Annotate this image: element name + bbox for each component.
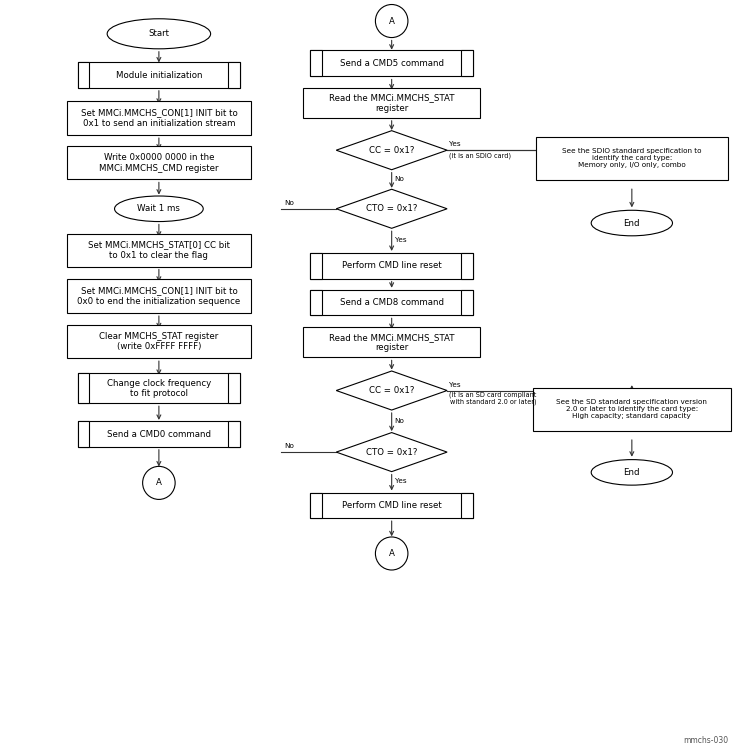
Text: CTO = 0x1?: CTO = 0x1?: [366, 448, 418, 457]
FancyBboxPatch shape: [303, 327, 480, 357]
FancyBboxPatch shape: [78, 421, 89, 447]
Text: Send a CMD8 command: Send a CMD8 command: [340, 298, 443, 307]
Polygon shape: [336, 131, 447, 170]
FancyBboxPatch shape: [67, 234, 251, 267]
Text: Read the MMCi.MMCHS_STAT
register: Read the MMCi.MMCHS_STAT register: [329, 93, 454, 113]
FancyBboxPatch shape: [78, 62, 89, 88]
Text: No: No: [395, 418, 404, 424]
Text: CTO = 0x1?: CTO = 0x1?: [366, 204, 418, 213]
Circle shape: [143, 466, 175, 499]
FancyBboxPatch shape: [67, 101, 251, 135]
Text: No: No: [285, 443, 294, 449]
FancyBboxPatch shape: [461, 50, 473, 76]
Polygon shape: [336, 433, 447, 472]
FancyBboxPatch shape: [67, 279, 251, 313]
FancyBboxPatch shape: [461, 253, 473, 279]
Text: See the SD standard specification version
2.0 or later to identify the card type: See the SD standard specification versio…: [556, 400, 707, 419]
Ellipse shape: [107, 19, 211, 49]
FancyBboxPatch shape: [67, 146, 251, 179]
Text: Start: Start: [149, 29, 169, 38]
Ellipse shape: [591, 210, 672, 236]
Text: Clear MMCHS_STAT register
(write 0xFFFF FFFF): Clear MMCHS_STAT register (write 0xFFFF …: [99, 332, 219, 351]
FancyBboxPatch shape: [533, 388, 731, 431]
Text: Wait 1 ms: Wait 1 ms: [137, 204, 180, 213]
FancyBboxPatch shape: [310, 290, 322, 315]
Text: End: End: [624, 468, 640, 477]
Text: Set MMCi.MMCHS_CON[1] INIT bit to
0x1 to send an initialization stream: Set MMCi.MMCHS_CON[1] INIT bit to 0x1 to…: [81, 108, 237, 128]
Text: See the SDIO standard specification to
identify the card type:
Memory only, I/O : See the SDIO standard specification to i…: [562, 149, 701, 168]
Text: No: No: [395, 176, 404, 182]
FancyBboxPatch shape: [78, 62, 240, 88]
Circle shape: [375, 537, 408, 570]
FancyBboxPatch shape: [78, 373, 89, 403]
FancyBboxPatch shape: [310, 253, 473, 279]
Text: (it is an SDIO card): (it is an SDIO card): [449, 152, 511, 159]
Text: Perform CMD line reset: Perform CMD line reset: [342, 501, 441, 510]
FancyBboxPatch shape: [310, 290, 473, 315]
Circle shape: [375, 5, 408, 38]
Text: Yes: Yes: [395, 237, 406, 243]
FancyBboxPatch shape: [228, 373, 240, 403]
Text: Module initialization: Module initialization: [115, 71, 202, 80]
FancyBboxPatch shape: [78, 421, 240, 447]
FancyBboxPatch shape: [310, 253, 322, 279]
FancyBboxPatch shape: [228, 62, 240, 88]
Text: Set MMCi.MMCHS_CON[1] INIT bit to
0x0 to end the initialization sequence: Set MMCi.MMCHS_CON[1] INIT bit to 0x0 to…: [78, 286, 240, 306]
Text: A: A: [156, 478, 162, 487]
FancyBboxPatch shape: [310, 50, 473, 76]
FancyBboxPatch shape: [303, 88, 480, 118]
FancyBboxPatch shape: [228, 421, 240, 447]
Text: Set MMCi.MMCHS_STAT[0] CC bit
to 0x1 to clear the flag: Set MMCi.MMCHS_STAT[0] CC bit to 0x1 to …: [88, 240, 230, 260]
FancyBboxPatch shape: [461, 493, 473, 518]
FancyBboxPatch shape: [78, 373, 240, 403]
Ellipse shape: [591, 460, 672, 485]
Text: A: A: [389, 549, 395, 558]
FancyBboxPatch shape: [310, 493, 473, 518]
Text: Read the MMCi.MMCHS_STAT
register: Read the MMCi.MMCHS_STAT register: [329, 333, 454, 352]
Text: Yes: Yes: [449, 382, 461, 388]
FancyBboxPatch shape: [536, 137, 728, 180]
Ellipse shape: [115, 196, 203, 222]
Text: CC = 0x1?: CC = 0x1?: [369, 386, 415, 395]
Text: End: End: [624, 219, 640, 228]
Polygon shape: [336, 189, 447, 228]
Text: CC = 0x1?: CC = 0x1?: [369, 146, 415, 155]
FancyBboxPatch shape: [310, 50, 322, 76]
Text: Change clock frequency
to fit protocol: Change clock frequency to fit protocol: [106, 379, 211, 398]
Text: Send a CMD0 command: Send a CMD0 command: [107, 430, 211, 439]
Text: Perform CMD line reset: Perform CMD line reset: [342, 261, 441, 270]
FancyBboxPatch shape: [461, 290, 473, 315]
Text: Yes: Yes: [449, 141, 461, 147]
FancyBboxPatch shape: [67, 325, 251, 358]
Text: (it is an SD card compliant
with standard 2.0 or later): (it is an SD card compliant with standar…: [449, 391, 537, 406]
Text: Send a CMD5 command: Send a CMD5 command: [340, 59, 443, 68]
Text: No: No: [285, 200, 294, 206]
Polygon shape: [336, 371, 447, 410]
Text: A: A: [389, 17, 395, 26]
Text: Write 0x0000 0000 in the
MMCi.MMCHS_CMD register: Write 0x0000 0000 in the MMCi.MMCHS_CMD …: [99, 153, 219, 173]
Text: Yes: Yes: [395, 478, 406, 484]
FancyBboxPatch shape: [310, 493, 322, 518]
Text: mmchs-030: mmchs-030: [683, 736, 728, 745]
